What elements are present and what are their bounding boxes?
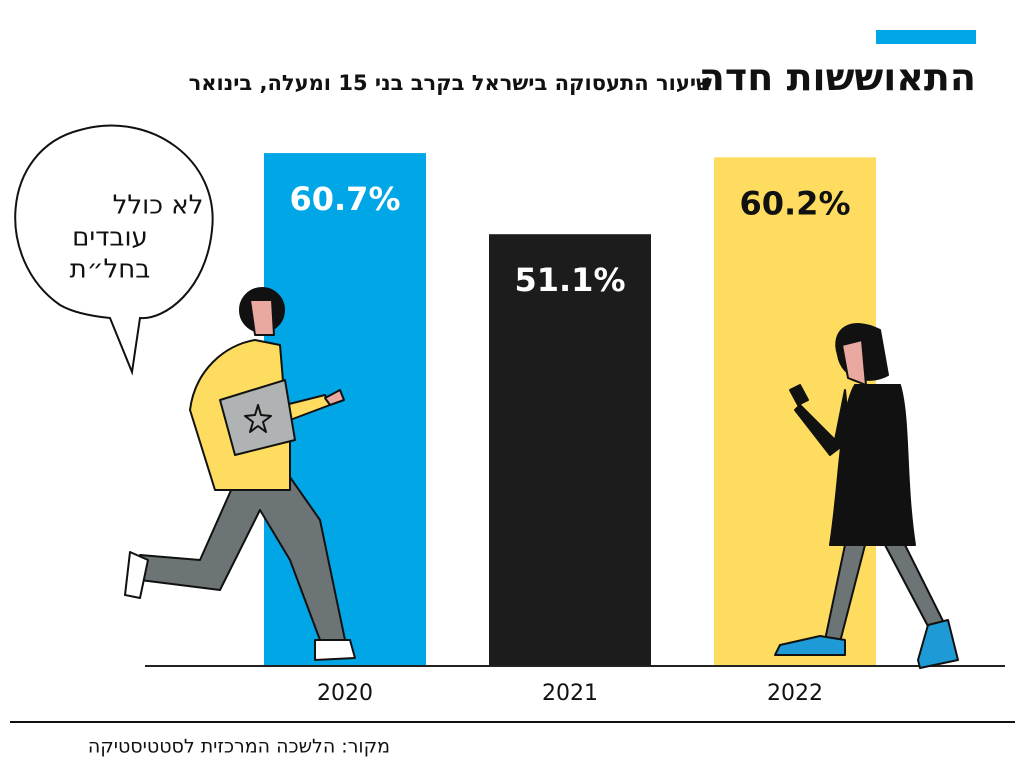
running-man-illustration <box>124 287 356 661</box>
x-tick-label: 2021 <box>542 681 598 706</box>
annotation-line: בחל״ת <box>70 255 151 285</box>
value-label: 51.1% <box>514 261 625 299</box>
bar <box>489 234 651 666</box>
chart-subtitle: שיעור התעסוקה בישראל בקרב בני 15 ומעלה, … <box>189 71 712 95</box>
source-note: מקור: הלשכה המרכזית לסטטיסטיקה <box>88 736 390 758</box>
annotation-line: לא כולל <box>113 191 204 221</box>
value-label: 60.7% <box>289 180 400 218</box>
value-label: 60.2% <box>739 184 850 222</box>
accent-bar <box>876 30 976 44</box>
x-tick-label: 2022 <box>767 681 823 706</box>
walking-woman-illustration <box>774 323 959 669</box>
plot-area: 60.7% 51.1% 60.2% <box>264 153 876 666</box>
x-tick-label: 2020 <box>317 681 373 706</box>
annotation-line: עובדים <box>72 223 148 253</box>
chart-title: התאוששות חדה <box>699 56 976 100</box>
speech-bubble <box>14 124 214 376</box>
